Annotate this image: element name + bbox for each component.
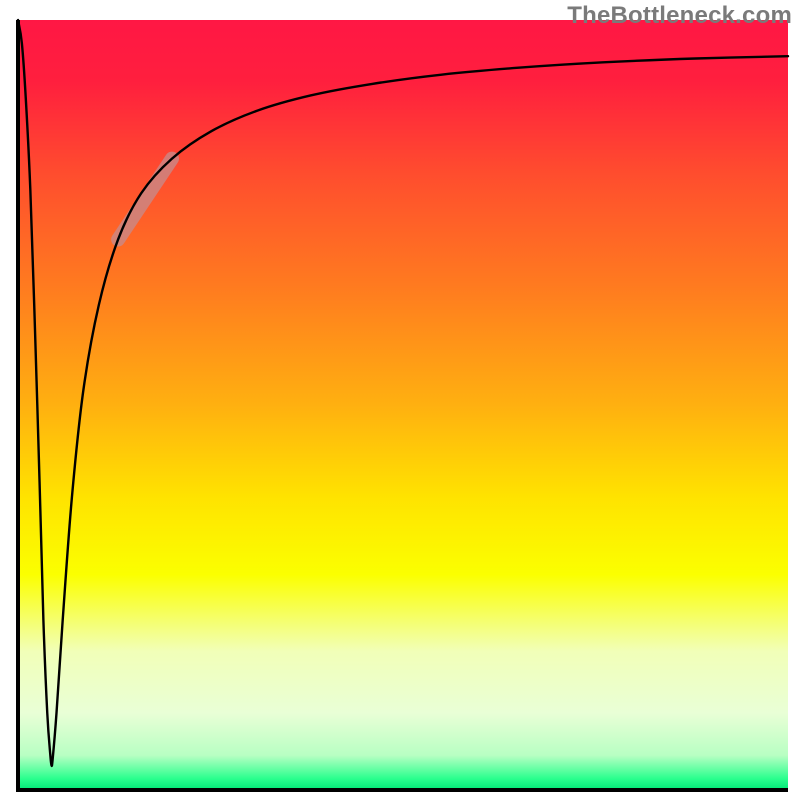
chart-svg [0, 0, 800, 800]
chart-container: { "meta": { "source_watermark": "TheBott… [0, 0, 800, 800]
plot-background [18, 20, 788, 790]
